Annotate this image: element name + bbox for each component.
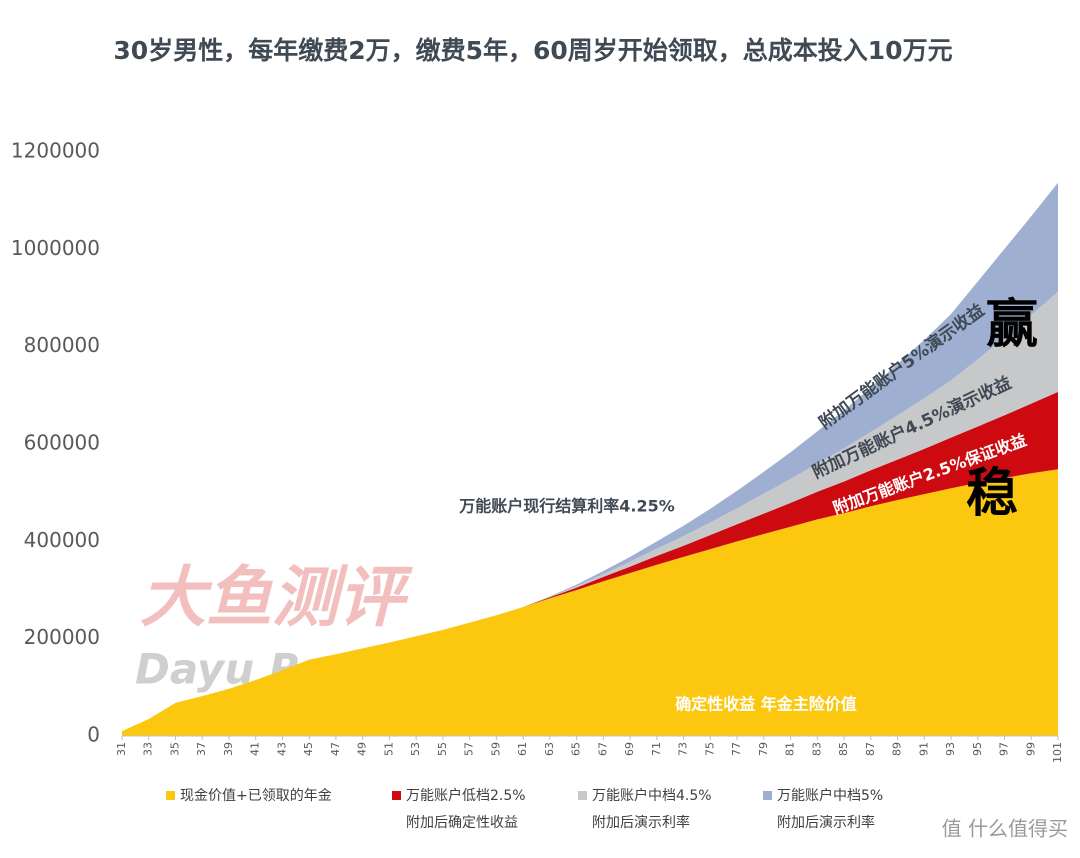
x-tick-label: 53 xyxy=(409,742,422,756)
y-tick-label: 800000 xyxy=(24,333,100,357)
x-tick-label: 51 xyxy=(382,742,395,756)
x-tick-label: 47 xyxy=(329,742,342,756)
legend-swatch xyxy=(166,791,175,800)
x-tick-label: 49 xyxy=(356,742,369,756)
legend-swatch xyxy=(392,791,401,800)
x-tick-label: 81 xyxy=(784,742,797,756)
legend-label: 万能账户中档4.5%附加后演示利率 xyxy=(592,787,712,831)
y-tick-label: 1000000 xyxy=(11,236,100,260)
legend-label: 万能账户低档2.5%附加后确定性收益 xyxy=(406,787,526,831)
y-tick-label: 400000 xyxy=(24,528,100,552)
x-tick-label: 91 xyxy=(917,742,930,756)
x-tick-label: 73 xyxy=(677,742,690,756)
x-tick-label: 55 xyxy=(436,742,449,756)
x-tick-label: 37 xyxy=(195,742,208,756)
x-tick-label: 65 xyxy=(570,742,583,756)
chart-title: 30岁男性，每年缴费2万，缴费5年，60周岁开始领取，总成本投入10万元 xyxy=(113,36,952,65)
annotation: 稳 xyxy=(966,464,1018,524)
annotation: 万能账户现行结算利率4.25% xyxy=(458,497,675,516)
legend-label: 万能账户中档5%附加后演示利率 xyxy=(777,787,883,831)
annotation: 确定性收益 年金主险价值 xyxy=(675,695,857,714)
x-tick-label: 45 xyxy=(302,742,315,756)
x-tick-label: 77 xyxy=(730,742,743,756)
x-tick-label: 101 xyxy=(1051,742,1064,763)
x-tick-label: 69 xyxy=(623,742,636,756)
x-tick-label: 57 xyxy=(463,742,476,756)
watermark: 大鱼测评 xyxy=(140,559,413,636)
x-tick-label: 33 xyxy=(142,742,155,756)
x-tick-label: 95 xyxy=(971,742,984,756)
y-tick-label: 200000 xyxy=(24,625,100,649)
x-tick-label: 83 xyxy=(810,742,823,756)
x-tick-label: 67 xyxy=(596,742,609,756)
y-tick-label: 1200000 xyxy=(11,139,100,163)
y-tick-label: 600000 xyxy=(24,431,100,455)
legend-swatch xyxy=(763,791,772,800)
x-tick-label: 87 xyxy=(864,742,877,756)
y-tick-label: 0 xyxy=(87,723,100,747)
area xyxy=(122,469,1058,736)
legend-swatch xyxy=(578,791,587,800)
x-tick-label: 63 xyxy=(543,742,556,756)
x-tick-label: 89 xyxy=(891,742,904,756)
x-tick-label: 43 xyxy=(275,742,288,756)
x-tick-label: 41 xyxy=(249,742,262,756)
x-tick-label: 59 xyxy=(489,742,502,756)
logo: 值 什么值得买 xyxy=(942,817,1068,841)
x-tick-label: 99 xyxy=(1024,742,1037,756)
x-tick-label: 31 xyxy=(115,742,128,756)
x-tick-label: 93 xyxy=(944,742,957,756)
x-tick-label: 39 xyxy=(222,742,235,756)
annotation: 赢 xyxy=(986,295,1038,355)
x-tick-label: 61 xyxy=(516,742,529,756)
x-tick-label: 85 xyxy=(837,742,850,756)
legend-label: 现金价值+已领取的年金 xyxy=(180,788,332,804)
x-tick-label: 79 xyxy=(757,742,770,756)
x-tick-label: 71 xyxy=(650,742,663,756)
x-tick-label: 35 xyxy=(168,742,181,756)
x-tick-label: 75 xyxy=(703,742,716,756)
x-tick-label: 97 xyxy=(998,742,1011,756)
